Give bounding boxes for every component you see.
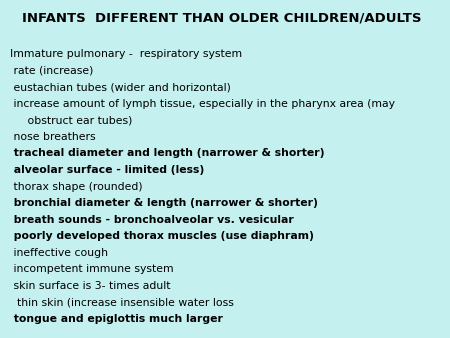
Text: thorax shape (rounded): thorax shape (rounded)	[10, 182, 143, 192]
Text: ineffective cough: ineffective cough	[10, 248, 108, 258]
Text: incompetent immune system: incompetent immune system	[10, 264, 174, 274]
Text: Immature pulmonary -  respiratory system: Immature pulmonary - respiratory system	[10, 49, 242, 59]
Text: INFANTS  DIFFERENT THAN OLDER CHILDREN/ADULTS: INFANTS DIFFERENT THAN OLDER CHILDREN/AD…	[22, 12, 421, 25]
Text: nose breathers: nose breathers	[10, 132, 95, 142]
Text: bronchial diameter & length (narrower & shorter): bronchial diameter & length (narrower & …	[10, 198, 318, 208]
Text: tongue and epiglottis much larger: tongue and epiglottis much larger	[10, 314, 223, 324]
Text: poorly developed thorax muscles (use diaphram): poorly developed thorax muscles (use dia…	[10, 231, 314, 241]
Text: eustachian tubes (wider and horizontal): eustachian tubes (wider and horizontal)	[10, 82, 231, 92]
Text: increase amount of lymph tissue, especially in the pharynx area (may: increase amount of lymph tissue, especia…	[10, 99, 395, 109]
Text: alveolar surface - limited (less): alveolar surface - limited (less)	[10, 165, 204, 175]
Text: tracheal diameter and length (narrower & shorter): tracheal diameter and length (narrower &…	[10, 148, 324, 159]
Text: thin skin (increase insensible water loss: thin skin (increase insensible water los…	[10, 297, 234, 308]
Text: obstruct ear tubes): obstruct ear tubes)	[10, 115, 132, 125]
Text: skin surface is 3- times adult: skin surface is 3- times adult	[10, 281, 171, 291]
Text: rate (increase): rate (increase)	[10, 66, 93, 76]
Text: breath sounds - bronchoalveolar vs. vesicular: breath sounds - bronchoalveolar vs. vesi…	[10, 215, 294, 225]
